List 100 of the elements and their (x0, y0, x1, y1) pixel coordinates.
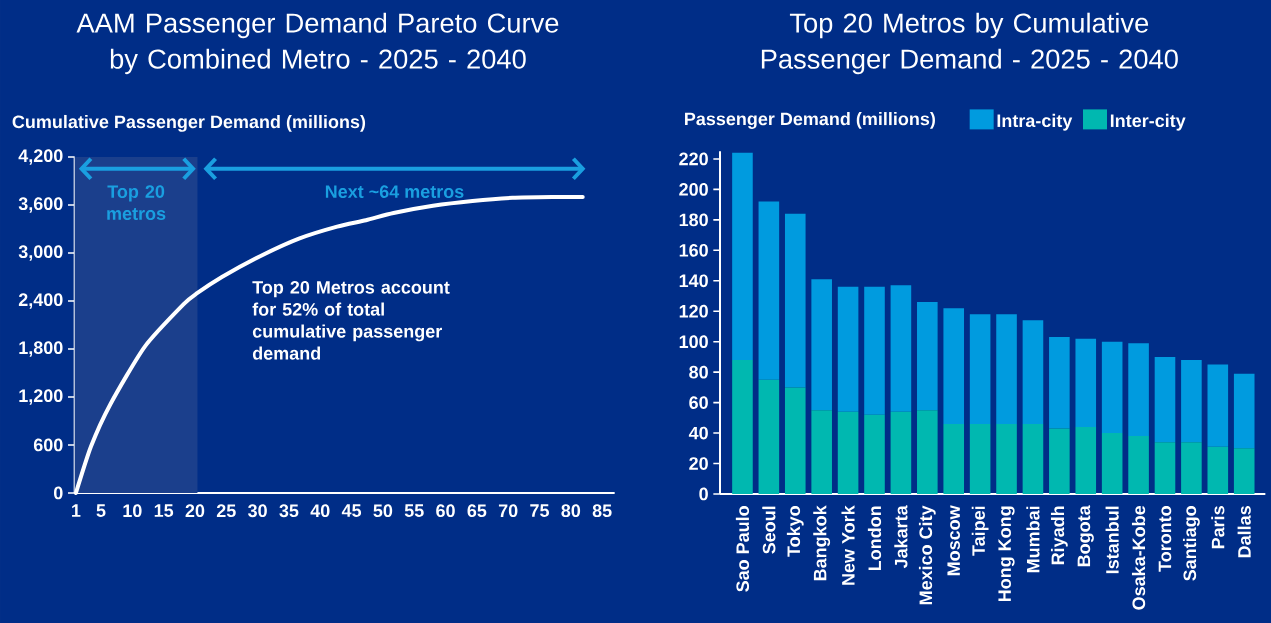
bar (811, 410, 832, 494)
bar (1181, 359, 1202, 443)
x-tick-label: London (867, 506, 882, 571)
x-tick-label: Istanbul (1105, 506, 1119, 574)
x-tick-label: 25 (216, 504, 236, 518)
bar (1049, 428, 1070, 494)
bar (996, 314, 1017, 424)
y-tick-label: 120 (679, 304, 708, 318)
y-tick-label: 180 (679, 213, 708, 227)
y-tick-label: 3,600 (18, 197, 63, 213)
bar (943, 308, 965, 424)
bar (1128, 436, 1149, 494)
x-tick-label: 50 (373, 504, 393, 518)
y-tick-label: 80 (689, 365, 708, 379)
x-tick-label: 60 (436, 504, 455, 518)
y-tick-label: 3,000 (18, 245, 63, 261)
y-tick-label: 100 (679, 335, 708, 349)
bar (1154, 356, 1176, 443)
bar (1128, 343, 1149, 437)
x-tick-label: Mexico City (918, 505, 936, 605)
bar (996, 423, 1017, 494)
x-tick-label: Bangkok (813, 505, 831, 581)
y-tick-label: 40 (688, 426, 708, 440)
bar (1022, 423, 1044, 494)
bar (837, 411, 859, 494)
x-tick-label: Sao Paulo (735, 506, 750, 592)
x-tick-label: Seoul (762, 506, 776, 554)
annotation: Next ~64 metros (325, 185, 464, 198)
x-tick-label: 20 (185, 504, 205, 518)
y-tick-label: 1,200 (19, 389, 63, 405)
bar (1154, 442, 1176, 494)
x-tick-label: 40 (310, 504, 330, 518)
bar (1022, 320, 1044, 424)
band-label: Top 20 metros (107, 185, 166, 220)
x-tick-label: 30 (248, 504, 267, 518)
legend-label: Inter-city (1110, 113, 1186, 131)
x-tick-label: 15 (154, 504, 174, 517)
x-tick-label: 55 (404, 504, 424, 517)
bar (784, 213, 806, 388)
bar (1233, 448, 1255, 494)
legend-label: Intra-city (997, 113, 1073, 131)
x-tick-label: 5 (96, 504, 106, 517)
x-tick-label: Hong Kong (998, 506, 1015, 602)
x-tick-label: 85 (592, 504, 612, 518)
annotation: Top 20 Metros account for 52% of total cumulative passenger demand (252, 280, 450, 360)
bar (1181, 442, 1202, 494)
x-tick-label: New York (841, 505, 855, 585)
x-tick-label: Mumbai (1026, 506, 1040, 573)
y-tick-label: 0 (54, 486, 63, 500)
y-axis-title: Cumulative Passenger Demand (millions) (12, 114, 366, 132)
bar (943, 423, 965, 494)
y-tick-label: 0 (699, 487, 708, 501)
bar (1075, 338, 1097, 427)
y-tick-label: 600 (33, 438, 63, 452)
x-tick-label: Bogota (1077, 505, 1094, 567)
y-tick-label: 2,400 (18, 293, 63, 309)
x-tick-label: Osaka-Kobe (1131, 505, 1146, 610)
bar (890, 411, 912, 494)
bar (1075, 426, 1097, 494)
x-tick-label: Dallas (1237, 506, 1251, 558)
chart-title: AAM Passenger Demand Pareto Curve by Combined Metro - 2025 - 2040 (76, 12, 559, 75)
x-tick-label: Paris (1211, 506, 1225, 549)
x-tick-label: Moscow (947, 505, 960, 576)
bar (1207, 364, 1229, 447)
bar (758, 201, 780, 380)
x-tick-label: 80 (561, 504, 581, 518)
x-tick-label: 10 (123, 504, 142, 518)
y-tick-label: 1,800 (19, 341, 63, 357)
bar (890, 285, 912, 412)
bar (1207, 446, 1229, 494)
x-tick-label: Riyadh (1050, 506, 1068, 565)
bar (969, 314, 991, 424)
bar (732, 152, 753, 360)
bar (732, 359, 753, 494)
bar (864, 414, 885, 494)
y-tick-label: 200 (679, 183, 708, 196)
bar (1233, 373, 1255, 449)
y-tick-label: 140 (679, 274, 708, 288)
y-tick-label: 220 (679, 152, 708, 166)
x-tick-label: Tokyo (786, 506, 804, 557)
bar (1101, 341, 1123, 434)
bar (1049, 337, 1070, 429)
chart-title: Top 20 Metros by Cumulative Passenger Demand - 2025 - 2040 (761, 12, 1178, 75)
y-axis-title: Passenger Demand (millions) (685, 112, 935, 129)
x-tick-label: 65 (467, 504, 487, 518)
x-tick-label: Toronto (1158, 506, 1172, 572)
y-tick-label: 60 (689, 396, 708, 409)
y-tick-label: 4,200 (18, 149, 63, 165)
bar (864, 286, 885, 415)
bar (917, 302, 938, 411)
bar (784, 387, 806, 494)
x-tick-label: 35 (279, 504, 299, 518)
x-tick-label: 70 (498, 504, 518, 518)
x-tick-label: Santiago (1182, 506, 1200, 581)
x-tick-label: 45 (341, 504, 362, 517)
y-tick-label: 20 (689, 457, 708, 470)
x-tick-label: Jakarta (894, 505, 908, 569)
bar (811, 279, 832, 411)
x-tick-label: Taipei (971, 506, 989, 556)
bar (917, 410, 938, 494)
